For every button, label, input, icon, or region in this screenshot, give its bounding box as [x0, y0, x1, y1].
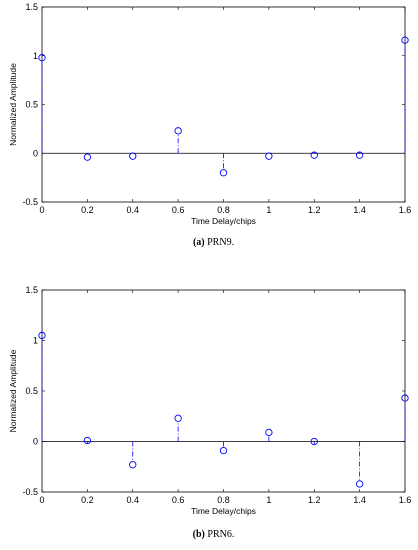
chart-2-y-tick-label: -0.5	[22, 487, 38, 497]
chart-2-x-tick-label: 1.6	[399, 495, 412, 505]
chart-2-data-point	[310, 437, 318, 446]
chart-2-x-tick-label: 0	[39, 495, 44, 505]
chart-2-y-tick-label: 0	[33, 437, 38, 447]
chart-2-x-tick-label: 1.2	[308, 495, 321, 505]
chart-2-data-point	[401, 394, 409, 402]
chart-1-x-tick-label: 0.8	[217, 205, 230, 215]
chart-2-data-point	[129, 461, 137, 469]
chart-1-data-point	[38, 54, 46, 62]
chart-1-y-tick-label: -0.5	[22, 197, 38, 207]
chart-1-x-tick-label: 0.2	[81, 205, 94, 215]
chart-1-data-point	[83, 153, 92, 161]
chart-2-y-tick-label: 1.5	[25, 285, 38, 295]
chart-2-data-point	[38, 331, 46, 340]
chart-1-data-point	[310, 151, 318, 159]
chart-1-y-tick-label: 1.5	[25, 2, 38, 12]
chart-2-data-point	[219, 446, 228, 455]
chart-2-data-point	[265, 428, 273, 437]
chart-2-x-axis-label: Time Delay/chips	[191, 506, 256, 516]
chart-1-y-axis-label: Normalized Amplitude	[8, 63, 18, 146]
chart-1-x-tick-label: 0.6	[172, 205, 185, 215]
chart-2-y-axis-label: Normalized Amplitude	[8, 349, 18, 432]
chart-1-caption-label: (a)	[193, 237, 205, 248]
chart-1-x-tick-label: 0	[39, 205, 44, 215]
chart-1-data-point	[355, 151, 364, 159]
chart-2-x-tick-label: 1	[266, 495, 271, 505]
chart-1-x-tick-label: 1.2	[308, 205, 321, 215]
chart-2-data-point	[355, 480, 364, 488]
chart-1-y-tick-label: 0.5	[25, 100, 38, 110]
chart-2-plot-frame	[41, 289, 406, 493]
chart-1-y-tick-label: 1	[33, 51, 38, 61]
chart-1-y-tick-label: 0	[33, 148, 38, 158]
chart-2-x-tick-label: 0.8	[217, 495, 230, 505]
chart-2-x-tick-label: 0.2	[81, 495, 94, 505]
chart-1-data-point	[174, 127, 182, 135]
chart-2-y-tick-label: 0.5	[25, 386, 38, 396]
chart-1-x-tick-label: 0.4	[126, 205, 139, 215]
chart-1-x-axis-label: Time Delay/chips	[191, 216, 256, 226]
chart-1-caption-text: PRN9.	[205, 237, 234, 248]
chart-2-x-tick-label: 1.4	[353, 495, 366, 505]
chart-1-x-tick-label: 1.4	[353, 205, 366, 215]
chart-2-caption: (b) PRN6.	[193, 529, 235, 540]
chart-1-data-point	[219, 169, 228, 177]
chart-2-x-tick-label: 0.6	[172, 495, 185, 505]
chart-1-caption: (a) PRN9.	[193, 237, 234, 248]
chart-2-x-tick-label: 0.4	[126, 495, 139, 505]
chart-1-x-tick-label: 1	[266, 205, 271, 215]
chart-1-data-point	[401, 36, 409, 44]
chart-2-y-tick-label: 1	[33, 336, 38, 346]
chart-2-data-point	[83, 436, 92, 445]
chart-2-data-point	[174, 414, 182, 422]
chart-1-x-tick-label: 1.6	[399, 205, 412, 215]
chart-1-data-point	[265, 152, 273, 160]
chart-1-data-point	[129, 152, 137, 160]
chart-2-caption-text: PRN6.	[205, 529, 234, 540]
chart-2-caption-label: (b)	[193, 529, 205, 540]
chart-1-plot-frame	[41, 6, 406, 203]
